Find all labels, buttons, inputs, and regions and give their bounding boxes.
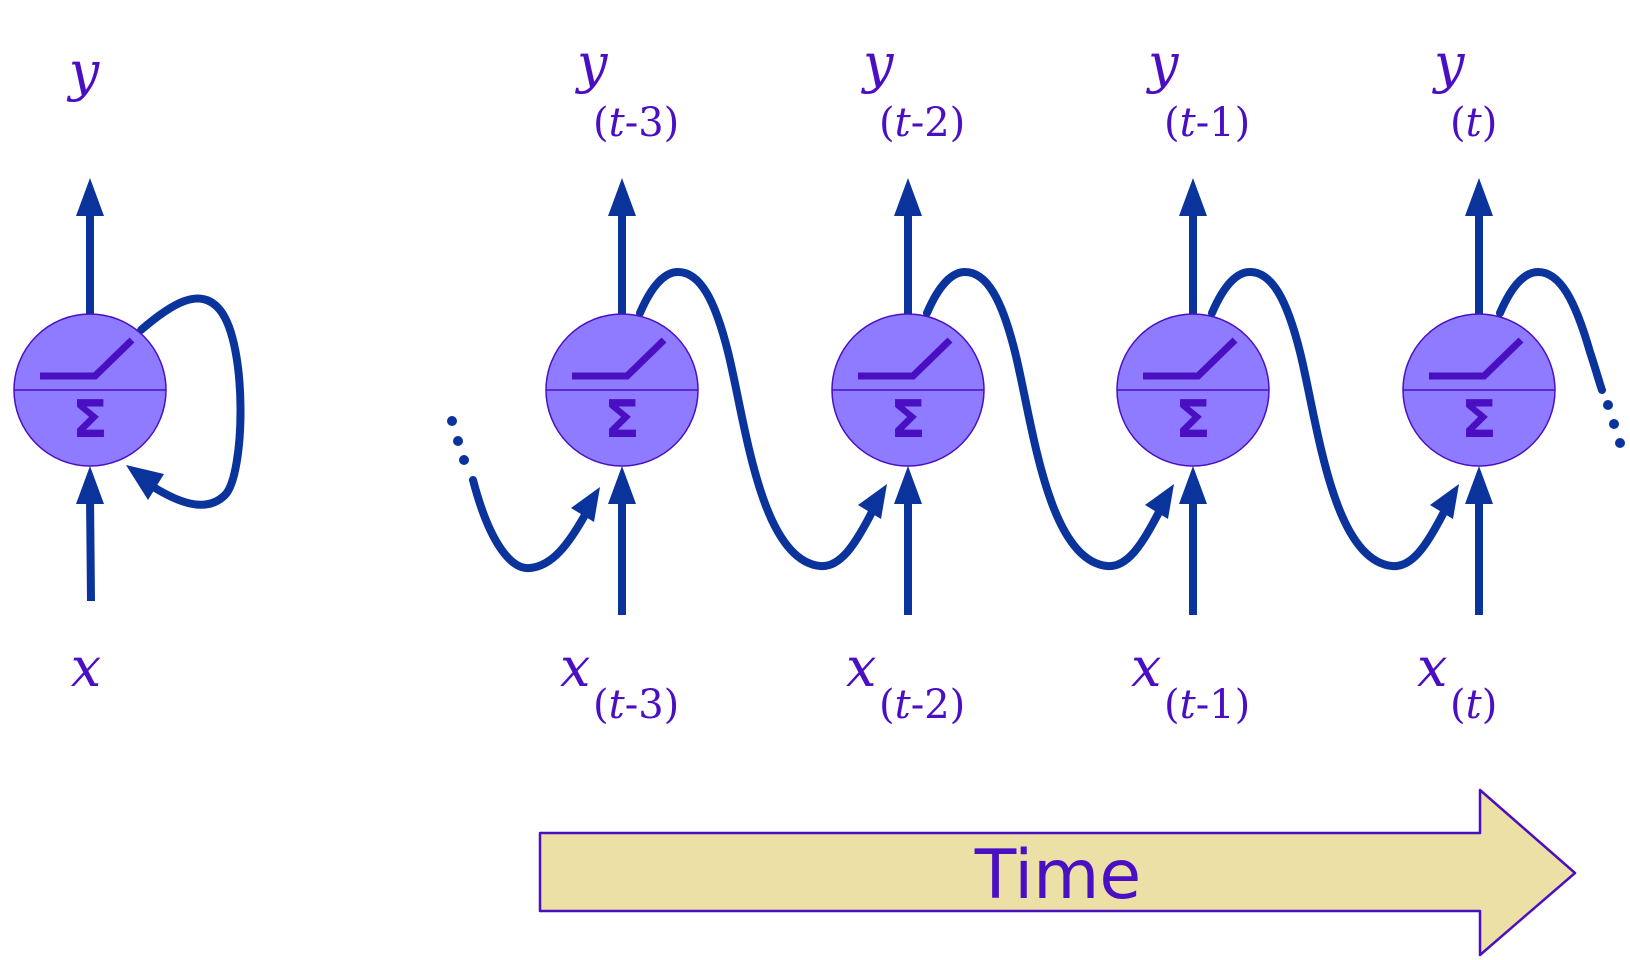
neuron: Σ xyxy=(832,314,984,466)
input-subscript: (t-2) xyxy=(879,682,965,728)
time-step: Σy(t-2)x(t-2) xyxy=(832,32,984,728)
subscript-offset: ) xyxy=(1482,682,1498,728)
output-label: y xyxy=(575,32,609,95)
output-label: y xyxy=(1146,32,1180,95)
subscript-offset: ) xyxy=(1482,100,1498,146)
input-label: x xyxy=(1417,636,1447,699)
input-subscript: (t) xyxy=(1450,682,1497,728)
time-arrow-shape xyxy=(538,788,1577,957)
sum-symbol: Σ xyxy=(1461,390,1497,450)
input-subscript: (t-1) xyxy=(1164,682,1250,728)
subscript-offset: -3) xyxy=(625,100,680,146)
subscript-offset: -1) xyxy=(1196,100,1251,146)
output-subscript: (t-1) xyxy=(1164,100,1250,146)
folded-input-label: x xyxy=(71,636,101,699)
wire-step3-to-step4 xyxy=(1208,267,1448,571)
output-label: y xyxy=(861,32,895,95)
wire-step1-to-step2 xyxy=(636,267,876,571)
folded-neuron-group: Σ y x xyxy=(14,40,245,699)
input-arrowhead xyxy=(1465,466,1493,504)
neuron: Σ xyxy=(1117,314,1269,466)
input-arrowhead xyxy=(894,466,922,504)
time-steps: Σy(t-3)x(t-3)Σy(t-2)x(t-2)Σy(t-1)x(t-1)Σ… xyxy=(546,32,1555,728)
wire-step2-to-step3 xyxy=(923,267,1163,571)
subscript-t: t xyxy=(609,100,626,146)
folded-neuron: Σ xyxy=(14,314,166,466)
subscript-open: ( xyxy=(879,100,895,146)
sum-symbol: Σ xyxy=(890,390,926,450)
output-arrowhead xyxy=(894,178,922,216)
folded-recurrent-arrowhead xyxy=(126,465,164,500)
subscript-offset: -2) xyxy=(911,100,966,146)
subscript-open: ( xyxy=(593,100,609,146)
subscript-t: t xyxy=(609,682,626,728)
continuation-dot xyxy=(1615,438,1625,448)
incoming-wire xyxy=(469,476,589,573)
folded-output-arrowhead xyxy=(76,178,104,216)
input-label: x xyxy=(846,636,876,699)
subscript-open: ( xyxy=(1164,100,1180,146)
subscript-open: ( xyxy=(1164,682,1180,728)
unrolled-recurrent-wires xyxy=(447,267,1625,573)
sum-symbol: Σ xyxy=(1175,390,1211,450)
subscript-t: t xyxy=(1466,682,1483,728)
time-step: Σy(t)x(t) xyxy=(1403,32,1555,728)
continuation-dot xyxy=(1603,400,1613,410)
wire-step2-arrowhead xyxy=(1145,484,1174,519)
output-subscript: (t-3) xyxy=(593,100,679,146)
subscript-open: ( xyxy=(593,682,609,728)
subscript-open: ( xyxy=(879,682,895,728)
folded-recurrent-loop xyxy=(137,294,245,509)
continuation-dot xyxy=(1609,419,1619,429)
input-label: x xyxy=(1131,636,1161,699)
subscript-t: t xyxy=(895,682,912,728)
wire-step3-arrowhead xyxy=(1430,484,1459,519)
subscript-offset: -3) xyxy=(625,682,680,728)
time-arrow: Time xyxy=(538,788,1577,957)
subscript-t: t xyxy=(895,100,912,146)
input-subscript: (t-3) xyxy=(593,682,679,728)
incoming-arrowhead xyxy=(571,487,600,522)
neuron: Σ xyxy=(546,314,698,466)
input-arrowhead xyxy=(1179,466,1207,504)
output-subscript: (t) xyxy=(1450,100,1497,146)
folded-input-arrow xyxy=(86,495,95,602)
subscript-t: t xyxy=(1180,100,1197,146)
sum-symbol: Σ xyxy=(604,390,640,450)
output-label: y xyxy=(1432,32,1466,95)
time-step: Σy(t-3)x(t-3) xyxy=(546,32,698,728)
subscript-open: ( xyxy=(1450,100,1466,146)
subscript-offset: -1) xyxy=(1196,682,1251,728)
folded-input-arrowhead xyxy=(76,466,104,504)
output-subscript: (t-2) xyxy=(879,100,965,146)
continuation-dot xyxy=(447,416,457,426)
continuation-dot xyxy=(459,455,469,465)
input-arrowhead xyxy=(608,466,636,504)
output-arrowhead xyxy=(608,178,636,216)
continuation-dot xyxy=(453,436,463,446)
subscript-t: t xyxy=(1466,100,1483,146)
output-arrowhead xyxy=(1179,178,1207,216)
time-step: Σy(t-1)x(t-1) xyxy=(1117,32,1269,728)
outgoing-wire xyxy=(1496,267,1606,394)
subscript-offset: -2) xyxy=(911,682,966,728)
output-arrowhead xyxy=(1465,178,1493,216)
subscript-open: ( xyxy=(1450,682,1466,728)
sum-symbol: Σ xyxy=(72,390,108,450)
time-label: Time xyxy=(974,836,1141,915)
subscript-t: t xyxy=(1180,682,1197,728)
neuron: Σ xyxy=(1403,314,1555,466)
wire-step1-arrowhead xyxy=(858,484,887,519)
folded-output-label: y xyxy=(67,40,101,103)
input-label: x xyxy=(560,636,590,699)
